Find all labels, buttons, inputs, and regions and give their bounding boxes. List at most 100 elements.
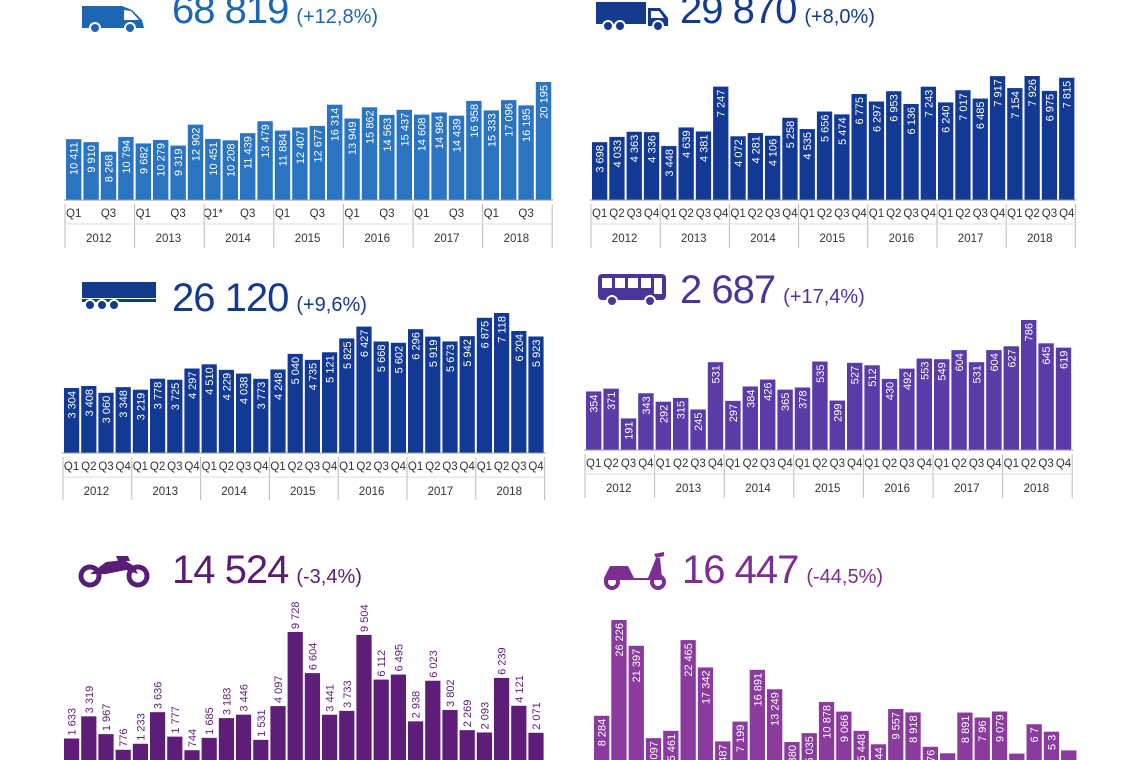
bar-value-label: 3 319	[84, 686, 96, 714]
bar-value-label: 13 249	[770, 692, 782, 726]
bar	[1061, 750, 1077, 760]
quarter-tick-label: Q3	[760, 458, 775, 470]
bar-value-label: 26 226	[614, 623, 626, 657]
quarter-tick-label: Q3	[101, 208, 116, 220]
bar	[414, 114, 430, 200]
bar	[586, 391, 602, 450]
bar	[673, 397, 689, 450]
quarter-tick-label: Q2	[886, 208, 901, 220]
quarter-tick-label: Q3	[310, 208, 325, 220]
quarter-tick-label: Q1*	[203, 208, 223, 220]
bar-value-label: 4 106	[768, 139, 780, 167]
year-label: 2012	[606, 483, 632, 495]
bar-value-label: 8 918	[908, 715, 920, 743]
total-value: 2 687	[680, 268, 776, 312]
bar	[972, 98, 988, 200]
bar	[339, 710, 355, 760]
quarter-tick-label: Q1	[725, 458, 740, 470]
chart-buses: 354 371 191 343 292 315 245 531 297 384 426 365 378 5…	[584, 320, 1074, 498]
bar	[713, 86, 729, 200]
bar-value-label: 7 926	[1027, 79, 1039, 107]
change-value: (+17,4%)	[783, 286, 865, 308]
chart-trucks: 3 698 4 033 4 363 4 336 3 448 4 639 4 381 7 247…	[590, 76, 1077, 248]
quarter-tick-label: Q2	[356, 461, 371, 473]
bar	[1007, 88, 1023, 200]
bar	[356, 326, 372, 453]
year-label: 2017	[434, 233, 460, 245]
year-label: 2016	[889, 233, 915, 245]
bar	[373, 679, 389, 760]
bar-value-label: 3 408	[84, 389, 96, 417]
bar	[184, 368, 200, 453]
bar-value-label: 315	[676, 401, 688, 419]
bar	[955, 90, 971, 200]
quarter-tick-label: Q4	[782, 208, 798, 220]
bar-value-label: 1 233	[135, 713, 147, 741]
bar-value-label: 430	[885, 382, 897, 400]
bar	[344, 118, 360, 200]
bar-value-label: 16 958	[469, 104, 481, 138]
bar	[535, 82, 552, 200]
bar	[934, 359, 950, 450]
quarter-tick-label: Q3	[442, 461, 457, 473]
bar	[663, 730, 679, 760]
bar	[886, 91, 902, 200]
bar	[132, 743, 148, 760]
bar-value-label: 4 097	[273, 676, 285, 704]
quarter-tick-label: Q1	[66, 208, 81, 220]
bar-value-label: 1 685	[204, 707, 216, 735]
quarter-tick-label: Q4	[184, 461, 200, 473]
bar-value-label: 13 949	[347, 121, 359, 155]
van-icon	[82, 6, 144, 34]
bar	[851, 94, 867, 200]
quarter-tick-label: Q3	[374, 461, 389, 473]
bar	[940, 753, 956, 760]
bar	[466, 100, 482, 200]
bar	[167, 736, 183, 760]
quarter-tick-label: Q3	[449, 208, 464, 220]
bar	[150, 378, 166, 453]
quarter-tick-label: Q2	[882, 458, 897, 470]
bar	[732, 721, 748, 760]
bar	[274, 130, 291, 200]
quarter-tick-label: Q2	[609, 208, 624, 220]
quarter-tick-label: Q3	[98, 461, 113, 473]
bar	[115, 387, 131, 453]
bar-value-label: 5 258	[785, 121, 797, 149]
bar-value-label: 9 066	[839, 715, 851, 743]
quarter-tick-label: Q4	[921, 208, 937, 220]
bar-value-label: 2 071	[531, 702, 543, 730]
year-label: 2018	[1024, 483, 1050, 495]
quarter-tick-label: Q2	[288, 461, 303, 473]
quarter-tick-label: Q2	[955, 208, 970, 220]
bar-value-label: 627	[1006, 349, 1018, 367]
bar	[390, 674, 406, 760]
bar-value-label: 2 476	[925, 750, 937, 760]
bar-value-label: 7 154	[1010, 91, 1022, 119]
bar-value-label: 6 112	[376, 650, 388, 677]
bar	[494, 313, 510, 453]
quarter-tick-label: Q2	[951, 458, 966, 470]
bar-value-label: 3 778	[153, 382, 165, 410]
bar-value-label: 604	[954, 353, 966, 371]
bar	[829, 400, 845, 450]
bar	[592, 142, 608, 200]
bar	[881, 378, 898, 450]
bar-value-label: 6 975	[1044, 94, 1056, 122]
bar	[1059, 77, 1075, 200]
bar	[655, 401, 671, 450]
bar-value-label: 5 040	[290, 357, 302, 385]
bar-value-label: 3 636	[153, 682, 165, 710]
bar	[528, 336, 544, 453]
bar-value-label: 11 439	[243, 136, 255, 169]
bar-value-label: 6 239	[497, 647, 509, 675]
bar-value-label: 15 333	[486, 113, 498, 147]
year-label: 2013	[156, 233, 182, 245]
bar-value-label: 14 984	[434, 115, 446, 149]
bar	[989, 76, 1006, 200]
quarter-tick-label: Q1	[869, 208, 884, 220]
change-value: (+8,0%)	[804, 6, 875, 28]
bar-value-label: 5 656	[820, 115, 832, 143]
bar	[64, 738, 80, 760]
bar	[690, 409, 706, 450]
